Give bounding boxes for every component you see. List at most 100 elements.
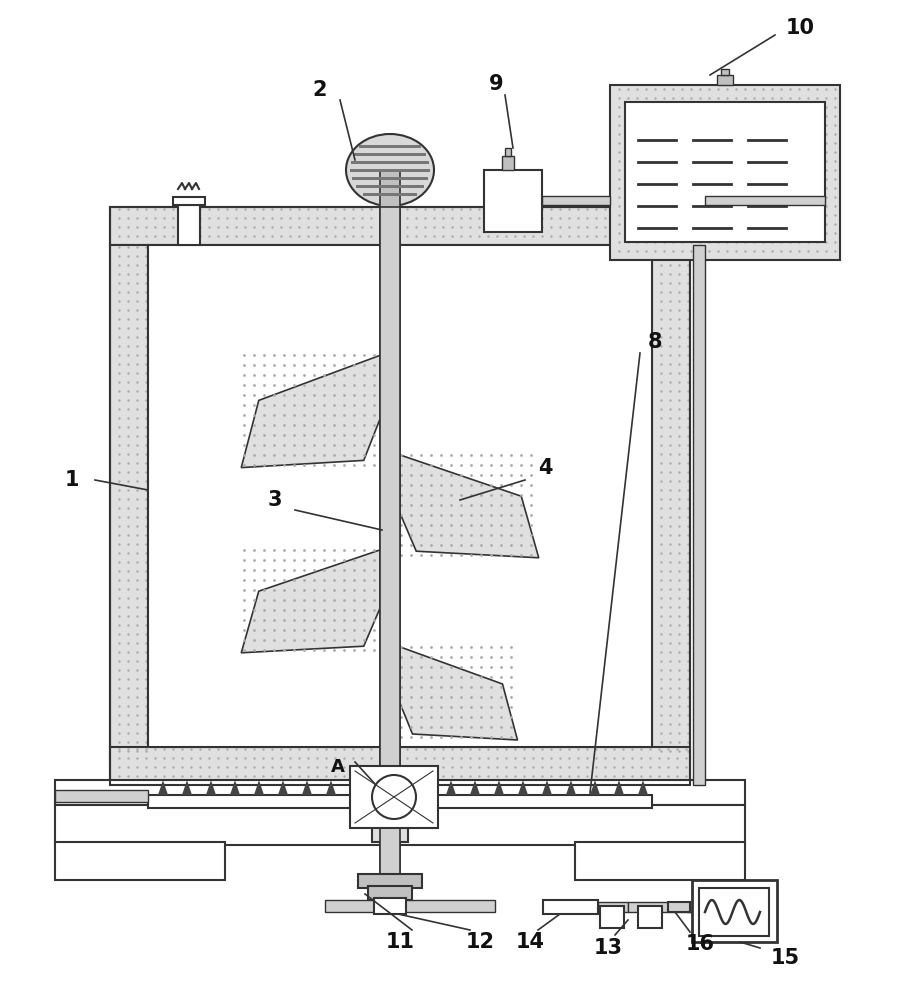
Point	[498, 228, 513, 244]
Point	[309, 768, 324, 784]
Point	[663, 347, 677, 363]
Point	[418, 741, 432, 757]
Point	[337, 210, 352, 226]
Point	[553, 201, 567, 217]
Point	[588, 219, 603, 235]
Point	[654, 518, 668, 534]
Point	[474, 457, 488, 473]
Point	[436, 750, 451, 766]
Point	[174, 228, 189, 244]
Point	[367, 397, 382, 413]
Point	[810, 180, 824, 196]
Point	[443, 477, 458, 493]
Point	[165, 741, 180, 757]
Point	[247, 427, 262, 443]
Point	[367, 387, 382, 403]
Point	[654, 491, 668, 507]
Polygon shape	[158, 780, 168, 795]
Point	[607, 228, 621, 244]
Point	[621, 180, 635, 196]
Point	[680, 527, 695, 543]
Point	[693, 225, 708, 241]
Point	[588, 741, 603, 757]
Bar	[380, 200, 400, 800]
Point	[354, 750, 369, 766]
Point	[394, 649, 409, 665]
Point	[112, 239, 127, 255]
Point	[433, 487, 448, 503]
Point	[729, 126, 744, 142]
Point	[504, 527, 519, 543]
Point	[357, 572, 372, 588]
Point	[654, 563, 668, 579]
Point	[654, 383, 668, 399]
Point	[810, 207, 824, 223]
Point	[120, 338, 135, 354]
Point	[297, 612, 311, 628]
Point	[247, 750, 262, 766]
Point	[404, 507, 419, 523]
Point	[729, 171, 744, 187]
Point	[301, 219, 316, 235]
Point	[414, 689, 429, 705]
Point	[783, 234, 798, 250]
Text: 15: 15	[770, 948, 800, 968]
Point	[654, 716, 668, 732]
Point	[639, 126, 654, 142]
Point	[534, 741, 549, 757]
Bar	[372, 804, 408, 842]
Point	[474, 477, 488, 493]
Polygon shape	[590, 780, 600, 795]
Point	[139, 671, 153, 687]
Point	[639, 198, 654, 214]
Point	[193, 768, 207, 784]
Point	[427, 741, 442, 757]
Point	[746, 153, 761, 169]
Point	[264, 750, 279, 766]
Point	[139, 572, 153, 588]
Point	[630, 126, 644, 142]
Point	[129, 365, 144, 381]
Point	[675, 99, 689, 115]
Point	[297, 562, 311, 578]
Point	[661, 741, 676, 757]
Point	[729, 162, 744, 178]
Point	[292, 210, 307, 226]
Point	[267, 642, 282, 658]
Point	[404, 659, 419, 675]
Point	[139, 338, 153, 354]
Point	[621, 153, 635, 169]
Point	[464, 709, 478, 725]
Point	[444, 759, 459, 775]
Point	[810, 108, 824, 124]
Point	[247, 572, 262, 588]
Point	[297, 632, 311, 648]
Point	[611, 243, 626, 259]
Point	[474, 729, 488, 745]
Point	[656, 216, 671, 232]
Point	[504, 547, 519, 563]
Point	[297, 457, 311, 473]
Point	[672, 374, 687, 390]
Point	[607, 750, 621, 766]
Point	[374, 825, 388, 841]
Point	[672, 563, 687, 579]
Point	[453, 679, 468, 695]
Point	[783, 126, 798, 142]
Point	[357, 417, 372, 433]
Point	[184, 219, 198, 235]
Point	[517, 210, 532, 226]
Point	[652, 201, 666, 217]
Point	[746, 189, 761, 205]
Point	[680, 653, 695, 669]
Point	[526, 768, 541, 784]
Point	[129, 680, 144, 696]
Point	[672, 437, 687, 453]
Point	[391, 219, 406, 235]
Point	[656, 207, 671, 223]
Point	[661, 759, 676, 775]
Point	[247, 417, 262, 433]
Point	[738, 243, 753, 259]
Bar	[351, 161, 429, 164]
Point	[367, 447, 382, 463]
